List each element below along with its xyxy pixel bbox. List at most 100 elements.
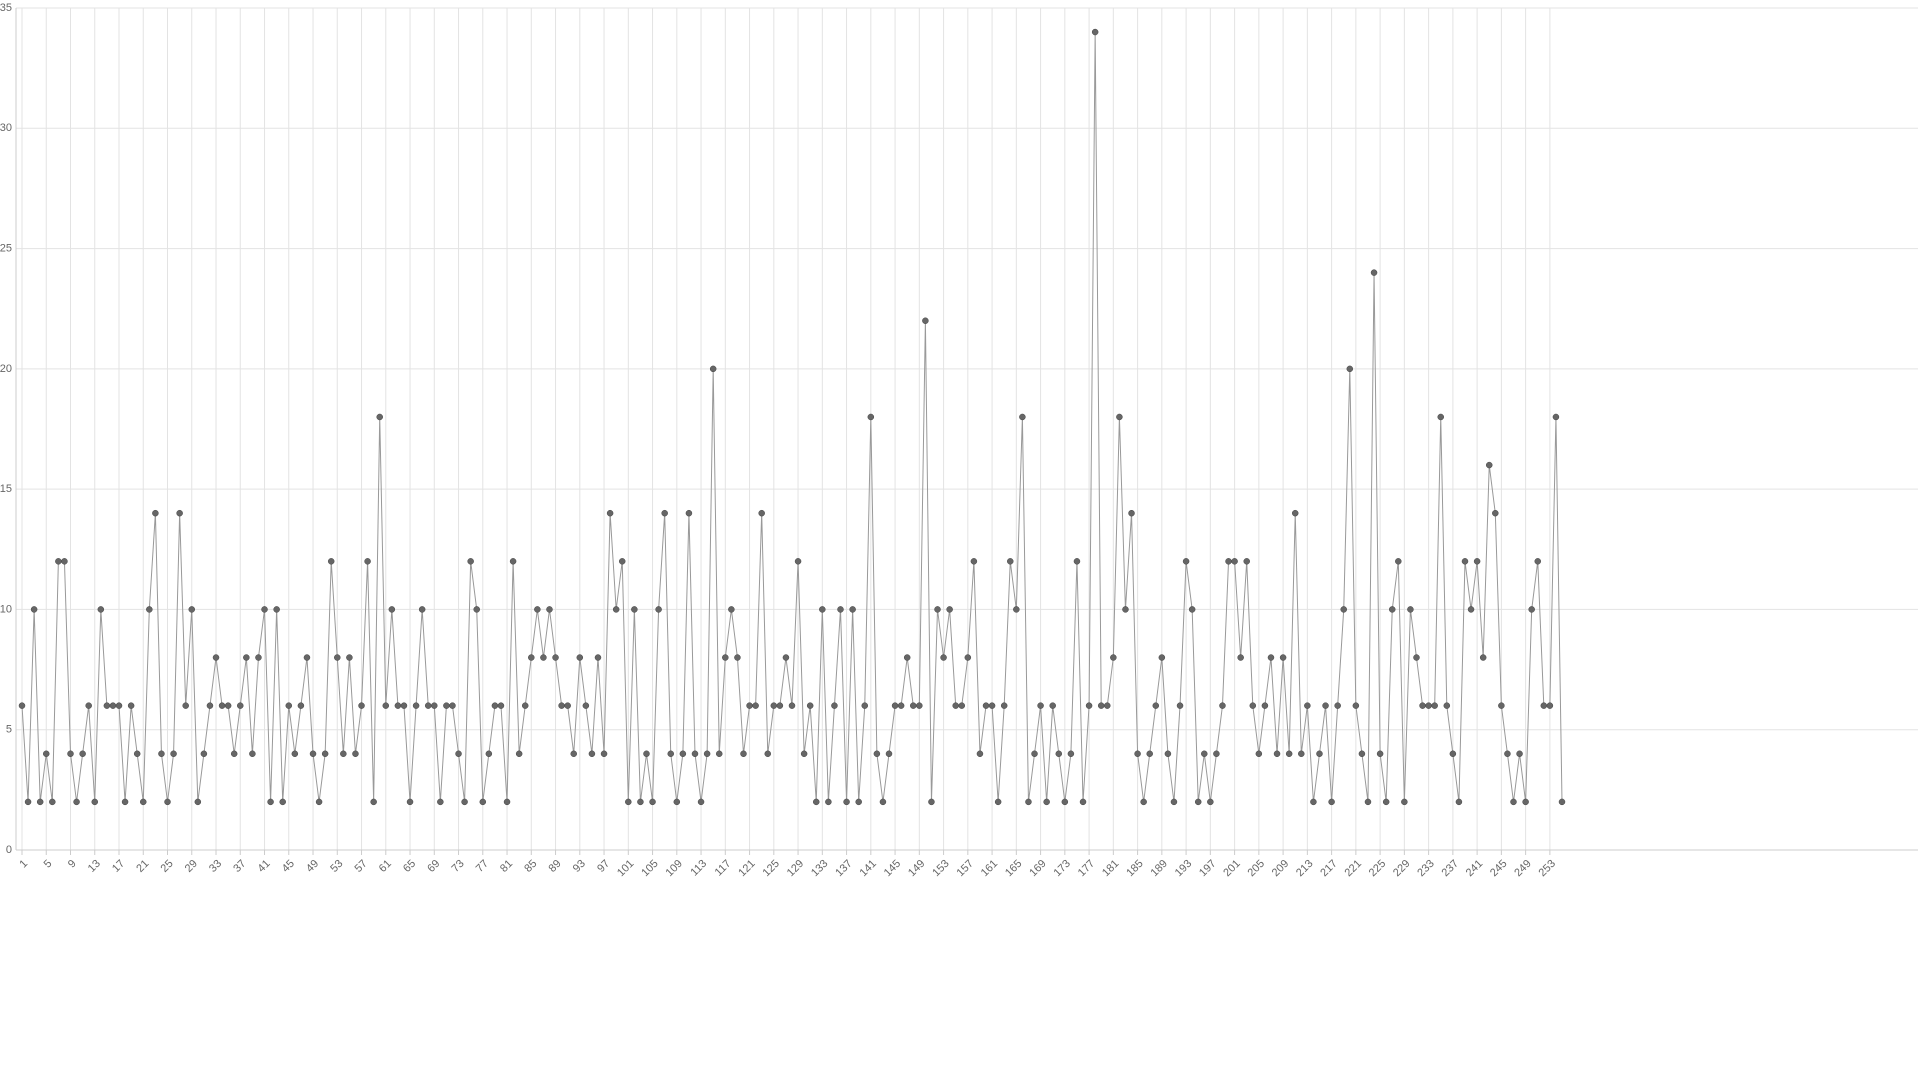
data-point xyxy=(1140,798,1147,806)
data-point xyxy=(600,750,608,758)
data-point xyxy=(1073,558,1081,565)
data-point xyxy=(67,750,74,758)
x-tick-label: 181 xyxy=(1100,858,1121,879)
data-point xyxy=(230,750,238,758)
data-point xyxy=(849,606,856,613)
y-tick-label: 35 xyxy=(0,2,12,14)
data-point xyxy=(1176,702,1184,709)
x-tick-label: 37 xyxy=(231,858,248,875)
data-point xyxy=(1461,558,1469,565)
data-point xyxy=(334,654,341,661)
data-point xyxy=(212,654,220,661)
x-tick-label: 221 xyxy=(1343,858,1364,879)
x-tick-label: 65 xyxy=(401,858,418,875)
data-point xyxy=(1037,702,1044,709)
data-point xyxy=(758,509,765,517)
data-point xyxy=(1376,750,1384,758)
data-point xyxy=(794,558,802,565)
data-point xyxy=(534,606,541,613)
data-point xyxy=(1322,702,1329,709)
data-point xyxy=(867,413,875,421)
data-point xyxy=(503,798,511,806)
data-point xyxy=(1552,413,1560,421)
data-point xyxy=(85,702,92,709)
data-point xyxy=(1437,413,1444,421)
x-tick-label: 17 xyxy=(110,858,127,875)
data-point xyxy=(1467,606,1475,613)
data-point xyxy=(879,798,887,806)
x-tick-label: 173 xyxy=(1052,858,1073,879)
data-point xyxy=(358,702,365,709)
data-point xyxy=(461,798,468,806)
data-point xyxy=(200,750,208,758)
x-tick-label: 213 xyxy=(1294,858,1315,879)
data-point xyxy=(61,558,68,565)
y-tick-label: 0 xyxy=(6,844,12,856)
y-tick-label: 10 xyxy=(0,603,12,615)
data-point xyxy=(1170,798,1178,806)
data-point xyxy=(206,702,214,709)
x-tick-label: 229 xyxy=(1391,858,1412,879)
data-point xyxy=(970,558,978,565)
data-point xyxy=(1061,798,1069,806)
data-point xyxy=(382,702,390,709)
data-point xyxy=(1528,606,1535,613)
data-point xyxy=(255,654,262,661)
data-point xyxy=(1522,798,1529,806)
data-point xyxy=(673,798,681,806)
data-point xyxy=(903,654,911,661)
data-point xyxy=(115,702,123,709)
data-point xyxy=(1558,798,1566,806)
x-tick-label: 121 xyxy=(736,858,757,879)
data-point xyxy=(273,606,280,613)
data-point xyxy=(800,750,808,758)
data-point xyxy=(1346,365,1354,373)
data-point xyxy=(1516,750,1523,758)
data-point xyxy=(685,509,693,517)
data-point xyxy=(437,798,444,806)
data-point xyxy=(1298,750,1305,758)
y-tick-label: 5 xyxy=(6,724,12,736)
data-point xyxy=(1043,798,1050,806)
data-point xyxy=(1116,413,1123,421)
x-tick-label: 53 xyxy=(328,858,345,875)
data-point xyxy=(928,798,935,806)
data-point xyxy=(1067,750,1075,758)
data-point xyxy=(1201,750,1208,758)
data-point xyxy=(1443,702,1451,709)
data-point xyxy=(158,750,165,758)
x-tick-label: 29 xyxy=(183,858,200,875)
data-point xyxy=(103,702,111,709)
data-point xyxy=(303,654,311,661)
data-point xyxy=(655,606,662,613)
data-point xyxy=(1000,702,1008,709)
data-point xyxy=(364,558,371,565)
x-tick-label: 145 xyxy=(882,858,903,879)
x-tick-label: 149 xyxy=(906,858,927,879)
data-point xyxy=(661,509,668,517)
data-point xyxy=(1546,702,1554,709)
data-point xyxy=(734,654,741,661)
data-point xyxy=(873,750,881,758)
data-point xyxy=(1479,654,1487,661)
data-point xyxy=(285,702,293,709)
data-point xyxy=(1164,750,1172,758)
data-point xyxy=(127,702,135,709)
data-point xyxy=(1334,702,1341,709)
x-tick-label: 189 xyxy=(1149,858,1170,879)
data-point xyxy=(855,798,862,806)
data-point xyxy=(321,750,329,758)
data-point xyxy=(715,750,723,758)
x-tick-label: 165 xyxy=(1003,858,1024,879)
data-point xyxy=(1449,750,1457,758)
data-point xyxy=(133,750,141,758)
data-point xyxy=(309,750,317,758)
x-tick-label: 249 xyxy=(1512,858,1533,879)
data-point xyxy=(170,750,177,758)
data-point xyxy=(1182,558,1190,565)
data-point xyxy=(297,702,305,709)
x-tick-label: 117 xyxy=(713,858,734,879)
data-point xyxy=(473,606,480,613)
data-point xyxy=(528,654,535,661)
data-point xyxy=(831,702,838,709)
